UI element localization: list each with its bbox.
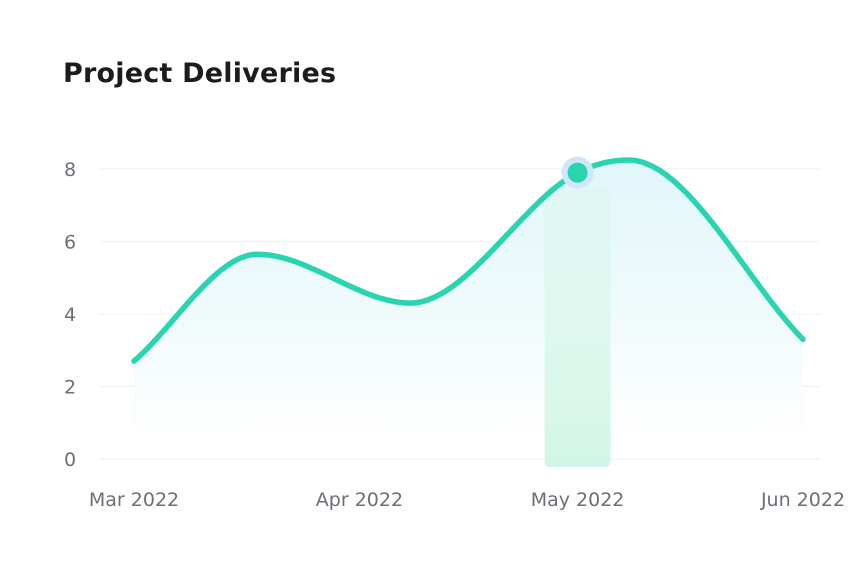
x-axis: Mar 2022 Apr 2022 May 2022 Jun 2022 <box>89 489 845 511</box>
y-tick-label: 4 <box>64 304 76 326</box>
area-fill <box>134 159 803 444</box>
y-tick-label: 0 <box>64 449 76 471</box>
x-tick-label: Mar 2022 <box>89 489 179 511</box>
series-line <box>131 157 806 364</box>
plot-area <box>131 156 806 467</box>
chart-title: Project Deliveries <box>63 58 337 89</box>
highlight-point <box>567 162 588 183</box>
y-tick-label: 2 <box>64 377 76 399</box>
y-axis: 0 2 4 6 8 <box>64 159 76 471</box>
x-tick-label: Apr 2022 <box>316 489 403 511</box>
y-tick-label: 8 <box>64 159 76 181</box>
y-tick-label: 6 <box>64 232 76 254</box>
highlight-bar <box>544 186 611 467</box>
x-tick-label: Jun 2022 <box>760 489 845 511</box>
x-tick-label: May 2022 <box>531 489 625 511</box>
